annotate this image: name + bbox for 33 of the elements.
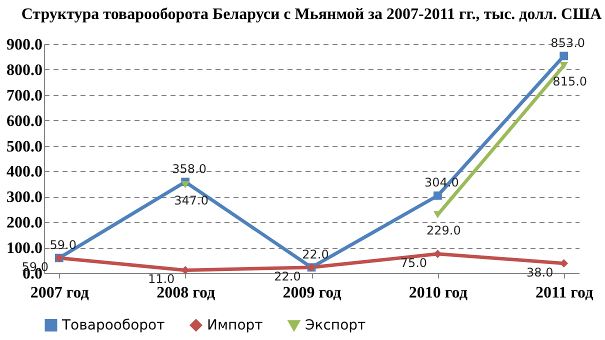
- legend-label: Экспорт: [305, 318, 366, 334]
- data-label: 358.0: [172, 162, 206, 176]
- data-label: 38.0: [526, 265, 554, 280]
- data-label: 22.0: [302, 247, 329, 262]
- data-label: 347.0: [174, 194, 208, 208]
- y-tick-label: 400.0: [6, 164, 42, 181]
- y-tick-label: 100.0: [6, 240, 42, 258]
- x-tick-label: 2008 год: [156, 284, 216, 302]
- data-label: 815.0: [552, 74, 588, 89]
- point: [181, 181, 190, 188]
- data-label: 22.0: [274, 269, 301, 284]
- data-label: 59.0: [50, 238, 76, 252]
- y-tick-label: 200.0: [6, 214, 42, 232]
- point: [433, 191, 442, 200]
- data-label: 229.0: [426, 224, 461, 238]
- x-tick-label: 2011 год: [536, 284, 594, 302]
- legend-label: Товарооборот: [61, 317, 165, 334]
- y-tick-label: 700.0: [6, 87, 42, 104]
- data-label: 853.0: [550, 36, 586, 50]
- legend-label: Импорт: [207, 317, 263, 334]
- data-label: 75.0: [400, 256, 428, 270]
- x-tick-label: 2007 год: [30, 284, 89, 302]
- data-label: 11.0: [148, 272, 175, 286]
- x-tick-label: 2009 год: [282, 284, 342, 302]
- point: [560, 52, 568, 60]
- x-tick-label: 2010 год: [408, 284, 468, 302]
- point: [560, 62, 568, 70]
- y-tick-label: 900.0: [6, 36, 42, 54]
- chart-title: Структура товарооборота Беларуси с Мьянмой за 2007-2011 гг., тыс. долл. США: [21, 6, 602, 23]
- y-tick-label: 600.0: [6, 112, 42, 130]
- y-tick-label: 800.0: [6, 62, 42, 79]
- y-tick-label: 300.0: [6, 189, 42, 206]
- y-tick-label: 500.0: [6, 138, 42, 156]
